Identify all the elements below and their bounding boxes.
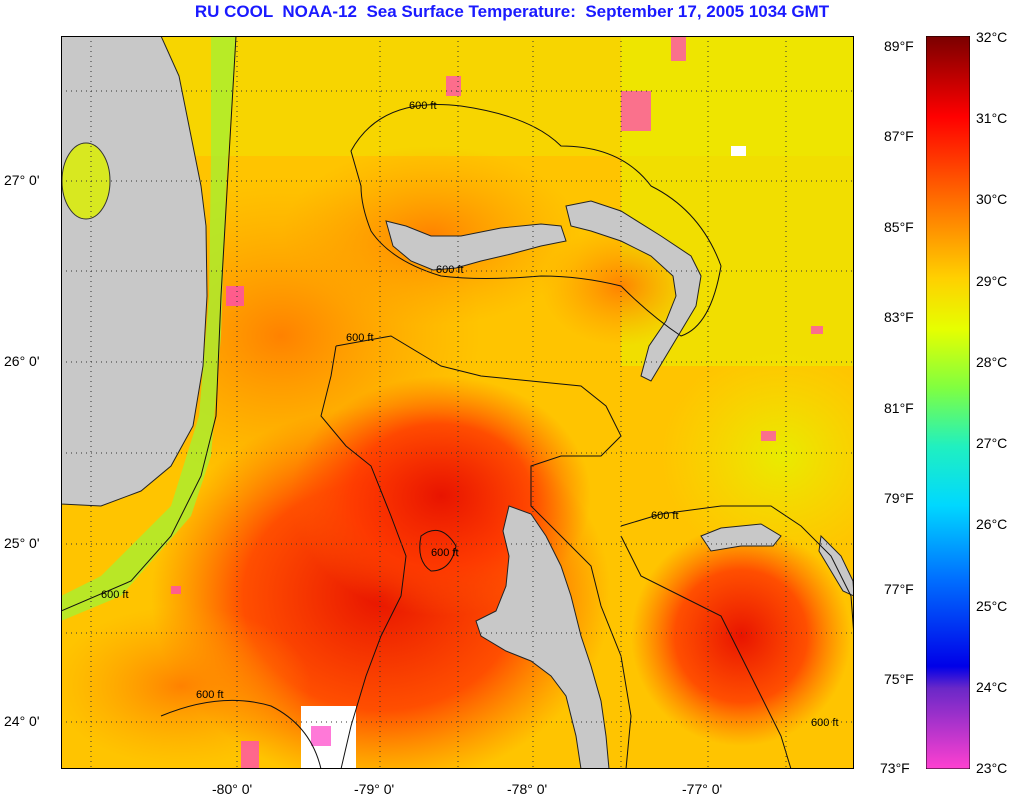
contour-label-2: 600 ft	[436, 264, 464, 276]
southeast-hot-area	[631, 526, 851, 746]
southwest-warm-area	[51, 606, 311, 766]
contour-label-3: 600 ft	[346, 332, 374, 344]
andros-island	[475, 505, 610, 770]
c-label-29: 29°C	[976, 273, 1008, 289]
f-label-79: 79°F	[884, 490, 914, 506]
florida-land	[60, 35, 208, 507]
colorbar-svg	[925, 35, 971, 770]
c-label-26: 26°C	[976, 516, 1008, 532]
lat-label-24: 24° 0'	[4, 713, 40, 729]
c-label-32: 32°C	[976, 29, 1008, 45]
f-label-89: 89°F	[884, 38, 914, 54]
c-label-28: 28°C	[976, 354, 1008, 370]
c-label-23: 23°C	[976, 760, 1008, 776]
c-label-24: 24°C	[976, 679, 1008, 695]
bathymetry-contours	[60, 35, 855, 770]
f-label-81: 81°F	[884, 400, 914, 416]
lat-label-27: 27° 0'	[4, 172, 40, 188]
contour-label-4: 600 ft	[651, 510, 679, 522]
c-label-25: 25°C	[976, 598, 1008, 614]
f-label-75: 75°F	[884, 671, 914, 687]
f-label-85: 85°F	[884, 219, 914, 235]
colorbar-gradient	[925, 35, 971, 770]
f-label-87: 87°F	[884, 128, 914, 144]
contour-label-6: 600 ft	[196, 689, 224, 701]
lon-label-77: -77° 0'	[682, 781, 723, 797]
f-label-73: 73°F	[880, 760, 910, 776]
east-cool-patch	[661, 346, 901, 566]
map-frame	[61, 36, 854, 769]
florida-coastal-cool-strip	[61, 36, 236, 621]
sst-map: 600 ft 600 ft 600 ft 600 ft 600 ft 600 f…	[51, 35, 901, 786]
c-label-27: 27°C	[976, 435, 1008, 451]
lon-label-80: -80° 0'	[212, 781, 253, 797]
lat-label-26: 26° 0'	[4, 353, 40, 369]
colorbar	[925, 35, 971, 770]
f-label-77: 77°F	[884, 581, 914, 597]
cloud-mask-speckles	[171, 36, 823, 769]
lon-label-78: -78° 0'	[507, 781, 548, 797]
abaco-island	[565, 200, 702, 382]
contour-label-1: 600 ft	[409, 100, 437, 112]
contour-label-5: 600 ft	[101, 589, 129, 601]
sst-map-svg: 600 ft 600 ft 600 ft 600 ft 600 ft 600 f…	[51, 35, 901, 786]
lon-label-79: -79° 0'	[354, 781, 395, 797]
map-title: RU COOL NOAA-12 Sea Surface Temperature:…	[194, 2, 830, 21]
f-label-83: 83°F	[884, 309, 914, 325]
lat-label-25: 25° 0'	[4, 535, 40, 551]
contour-label-8: 600 ft	[811, 717, 839, 729]
c-label-31: 31°C	[976, 110, 1008, 126]
grand-bahama-island	[385, 220, 567, 271]
contour-label-7: 600 ft	[431, 547, 459, 559]
graticule	[61, 36, 854, 769]
c-label-30: 30°C	[976, 191, 1008, 207]
